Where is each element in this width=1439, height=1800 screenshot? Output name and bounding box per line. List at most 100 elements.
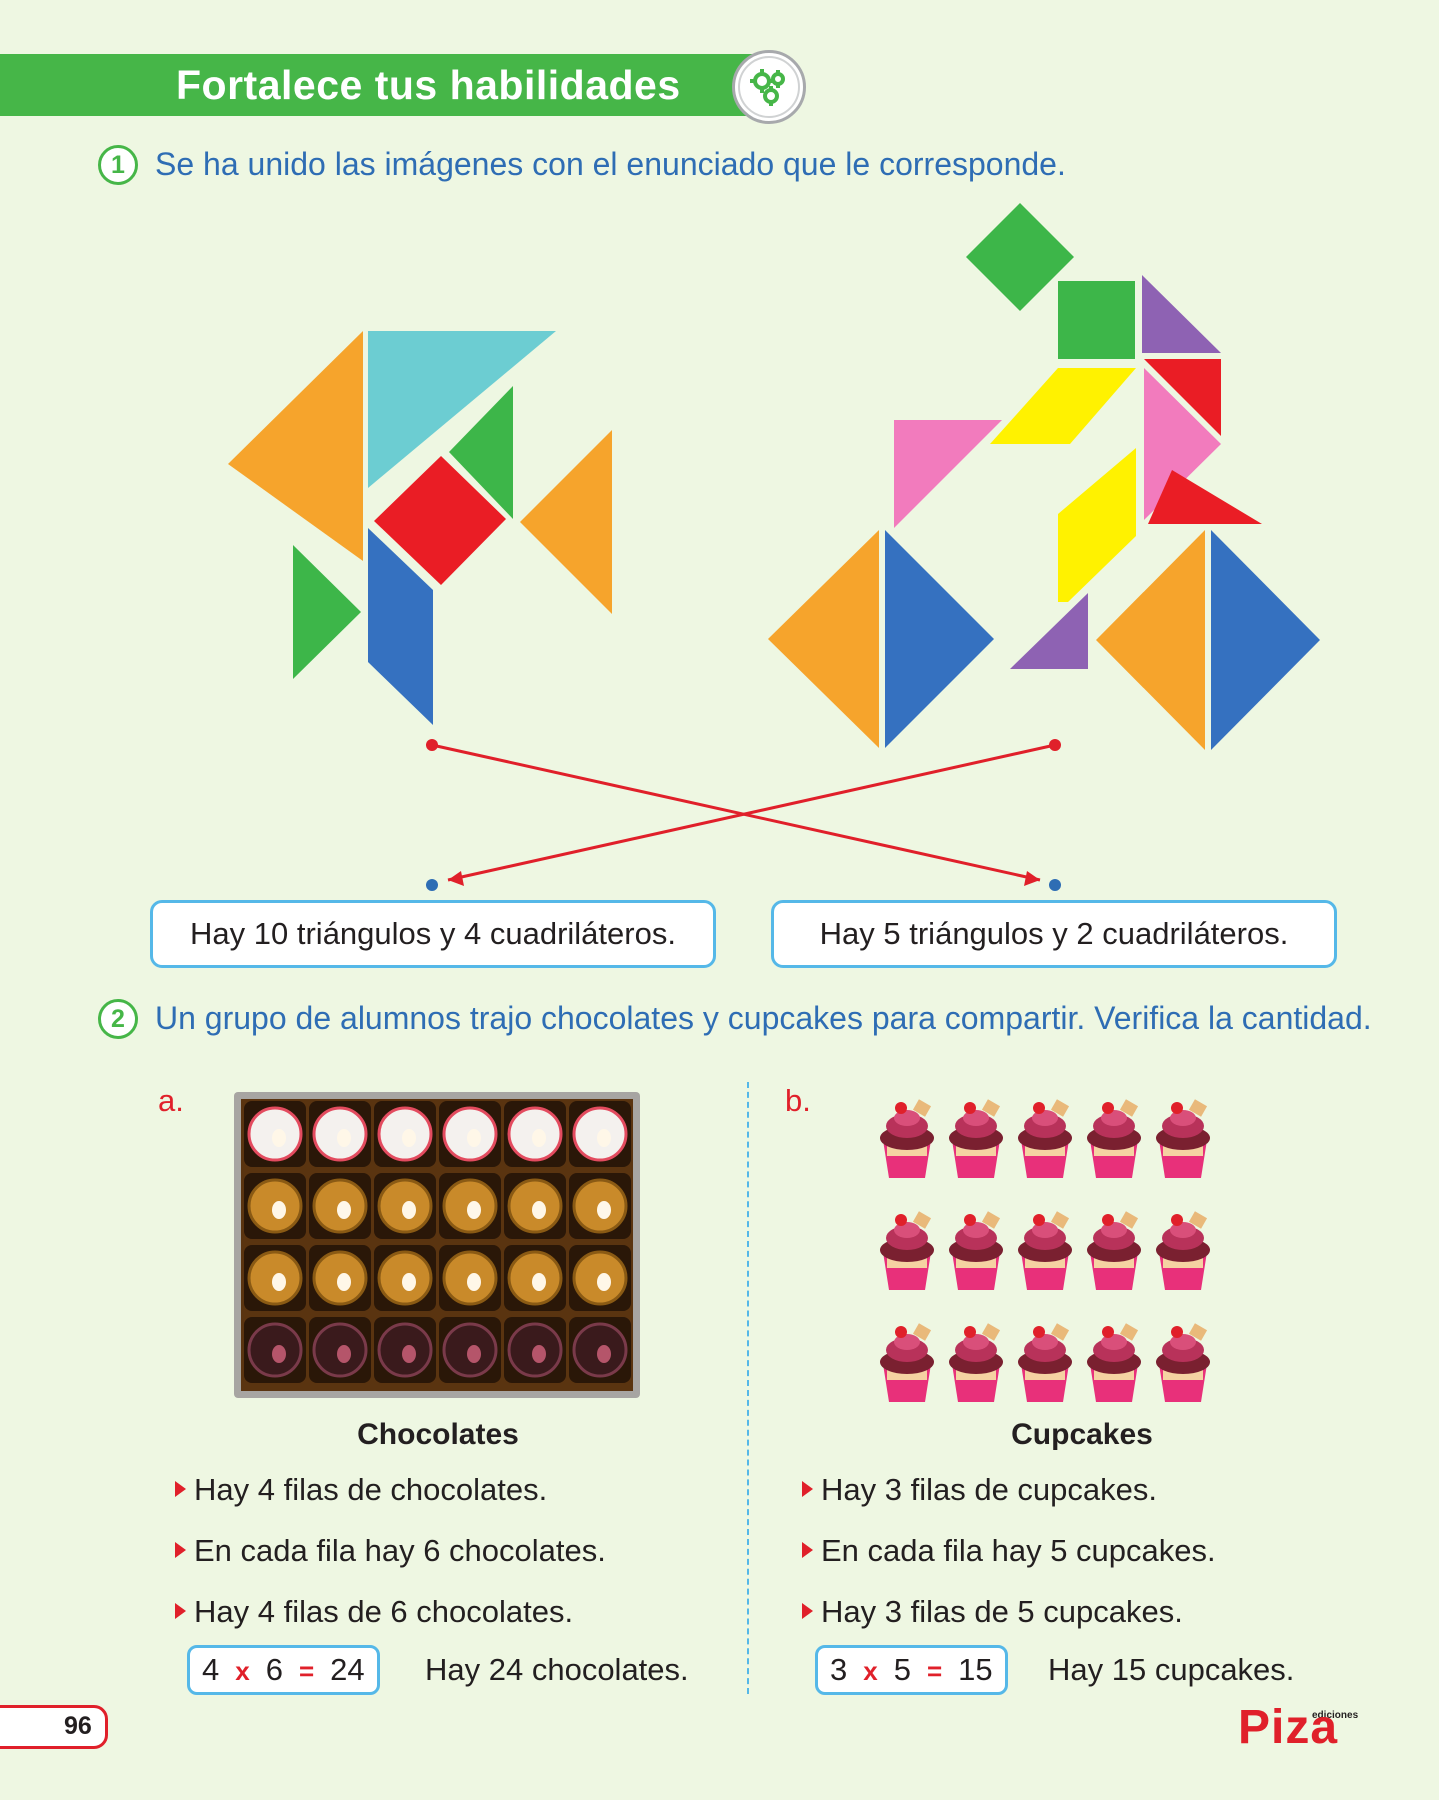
cupcake-band	[1163, 1258, 1203, 1268]
chocolate-label	[402, 1201, 416, 1219]
chocolate-label	[402, 1273, 416, 1291]
bullet-arrow-icon	[802, 1481, 813, 1497]
cupcake-frosting-top	[963, 1334, 989, 1350]
tangram-piece	[368, 331, 556, 488]
cupcake-wafer	[912, 1099, 932, 1117]
cupcake-wafer	[1050, 1323, 1070, 1341]
chocolate-label	[467, 1129, 481, 1147]
cupcake-wafer	[981, 1211, 1001, 1229]
cupcake-frosting-top	[894, 1110, 920, 1126]
cupcake-cherry	[1102, 1326, 1114, 1338]
tangram-piece	[1058, 281, 1135, 359]
tangram-piece	[293, 545, 361, 679]
exercise-2-instruction: Un grupo de alumnos trajo chocolates y c…	[155, 1000, 1372, 1036]
cupcake-cherry	[964, 1214, 976, 1226]
cupcake-band	[956, 1146, 996, 1156]
tangram-piece	[1211, 530, 1320, 750]
chocolate-label	[597, 1129, 611, 1147]
chocolate-label	[272, 1129, 286, 1147]
chocolate-label	[597, 1201, 611, 1219]
chocolate-label	[467, 1201, 481, 1219]
cupcake-cherry	[895, 1102, 907, 1114]
connector-dot	[426, 739, 438, 751]
tangram-fish	[228, 331, 612, 725]
tangram-piece	[1010, 593, 1088, 669]
cupcake-frosting-top	[963, 1110, 989, 1126]
chocolate-label	[467, 1345, 481, 1363]
cupcake-cherry	[1171, 1326, 1183, 1338]
cupcakes-image	[880, 1099, 1210, 1402]
statement-box-2: Hay 5 triángulos y 2 cuadriláteros.	[771, 900, 1337, 968]
cupcake-frosting-top	[963, 1222, 989, 1238]
connector-dot	[1049, 739, 1061, 751]
cupcake-frosting-top	[1032, 1222, 1058, 1238]
cupcake-wafer	[912, 1323, 932, 1341]
cupcake-cherry	[1102, 1214, 1114, 1226]
tangram-piece	[885, 530, 994, 748]
chocolate-box-image	[234, 1092, 640, 1398]
cupcake-cherry	[1102, 1102, 1114, 1114]
tangram-piece	[368, 528, 433, 725]
cupcake-wafer	[981, 1099, 1001, 1117]
cupcake-cherry	[964, 1326, 976, 1338]
bullet-arrow-icon	[175, 1603, 186, 1619]
cupcake-cherry	[964, 1102, 976, 1114]
cupcakes-equation: 3 x 5 = 15	[815, 1645, 1008, 1695]
tangram-piece	[449, 386, 513, 519]
cupcake-wafer	[1119, 1323, 1139, 1341]
cupcake-band	[887, 1258, 927, 1268]
connector-dot	[1049, 879, 1061, 891]
tangram-piece	[520, 430, 612, 614]
cupcake-band	[956, 1370, 996, 1380]
cupcake-band	[1025, 1258, 1065, 1268]
cupcake-wafer	[1050, 1211, 1070, 1229]
tangram-piece	[1144, 359, 1221, 436]
tangram-piece	[1148, 470, 1262, 524]
chocolate-label	[467, 1273, 481, 1291]
tangram-piece	[1096, 530, 1205, 750]
cupcake-wafer	[1188, 1323, 1208, 1341]
cupcakes-result: Hay 15 cupcakes.	[1048, 1652, 1295, 1687]
cupcake-band	[1025, 1146, 1065, 1156]
tangram-piece	[1142, 275, 1221, 353]
page-number-tab	[0, 1705, 108, 1749]
tangram-runner	[768, 203, 1320, 750]
cupcake-frosting-top	[1101, 1110, 1127, 1126]
cupcake-cherry	[895, 1214, 907, 1226]
exercise-1-instruction: Se ha unido las imágenes con el enunciad…	[155, 146, 1066, 182]
chocolate-label	[337, 1273, 351, 1291]
cupcake-cherry	[1033, 1326, 1045, 1338]
chocolate-label	[337, 1201, 351, 1219]
cupcake-frosting-top	[1170, 1222, 1196, 1238]
gears-icon	[732, 50, 806, 124]
cupcake-wafer	[981, 1323, 1001, 1341]
cupcake-frosting-top	[1101, 1334, 1127, 1350]
page-number: 96	[64, 1712, 92, 1740]
bullet-arrow-icon	[802, 1603, 813, 1619]
chocolate-label	[597, 1345, 611, 1363]
cupcake-band	[1163, 1146, 1203, 1156]
cupcake-cherry	[1171, 1102, 1183, 1114]
chocolates-title: Chocolates	[357, 1418, 519, 1451]
cupcake-band	[1094, 1258, 1134, 1268]
chocolate-label	[597, 1273, 611, 1291]
bullet-arrow-icon	[802, 1542, 813, 1558]
cupcake-band	[1025, 1370, 1065, 1380]
chocolates-equation: 4 x 6 = 24	[187, 1645, 380, 1695]
cupcakes-bullet-1: Hay 3 filas de cupcakes.	[802, 1472, 1157, 1508]
cupcake-wafer	[1188, 1211, 1208, 1229]
tangram-piece	[374, 456, 506, 585]
chocolate-label	[272, 1345, 286, 1363]
sub-letter-b: b.	[785, 1083, 811, 1118]
cupcake-band	[1094, 1370, 1134, 1380]
cupcakes-bullet-3: Hay 3 filas de 5 cupcakes.	[802, 1594, 1183, 1630]
cupcake-frosting-top	[1032, 1334, 1058, 1350]
tangram-figures	[228, 203, 1320, 891]
cupcake-cherry	[1033, 1214, 1045, 1226]
chocolate-label	[532, 1129, 546, 1147]
cupcake-frosting-top	[1101, 1222, 1127, 1238]
cupcakes-title: Cupcakes	[1011, 1418, 1153, 1451]
cupcake-band	[1163, 1370, 1203, 1380]
chocolate-label	[532, 1345, 546, 1363]
cupcake-cherry	[895, 1326, 907, 1338]
